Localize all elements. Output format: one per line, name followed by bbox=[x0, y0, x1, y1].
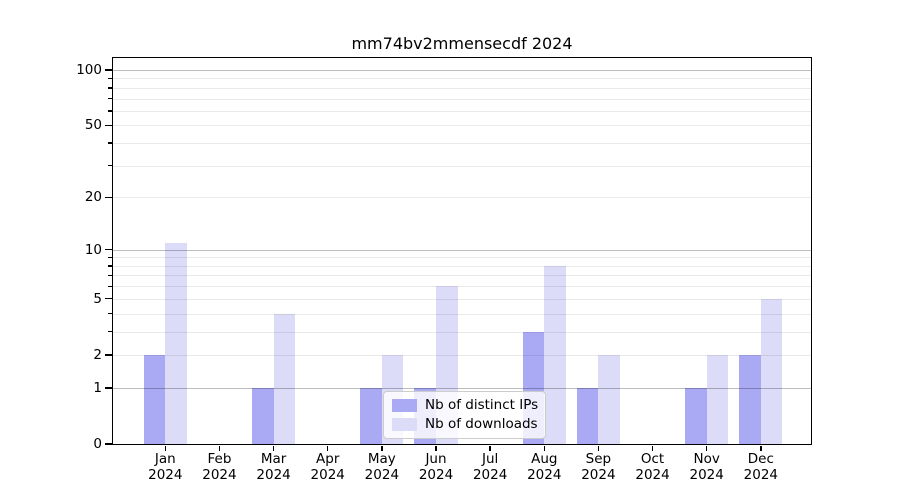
minor-gridline bbox=[113, 275, 811, 277]
y-tick-label: 1 bbox=[93, 379, 102, 396]
legend-swatch-distinct-ips-icon bbox=[392, 399, 417, 412]
bar-sep-2024-downloads bbox=[598, 354, 620, 444]
x-tick-label: Jun 2024 bbox=[418, 451, 454, 483]
x-tick-label: Jul 2024 bbox=[472, 451, 508, 483]
y-tick-mark bbox=[105, 443, 112, 445]
y-minor-tick-mark bbox=[108, 77, 112, 80]
minor-gridline bbox=[113, 87, 811, 89]
y-tick-mark bbox=[105, 354, 112, 356]
x-tick-label: Dec 2024 bbox=[743, 451, 778, 483]
y-minor-tick-mark bbox=[108, 256, 112, 259]
y-tick-label: 100 bbox=[76, 62, 102, 78]
legend-swatch-downloads-icon bbox=[392, 418, 417, 431]
x-tick-label: Aug 2024 bbox=[527, 451, 562, 483]
minor-gridline bbox=[113, 257, 811, 259]
y-tick-mark bbox=[105, 298, 112, 300]
minor-gridline bbox=[113, 125, 811, 127]
y-tick-label: 2 bbox=[93, 346, 102, 363]
y-minor-tick-mark bbox=[108, 110, 112, 112]
x-tick-mark bbox=[543, 445, 545, 451]
y-minor-tick-mark bbox=[108, 330, 112, 333]
minor-gridline bbox=[113, 110, 811, 112]
minor-gridline bbox=[113, 354, 811, 356]
y-tick-mark bbox=[105, 248, 112, 251]
y-tick-label: 0 bbox=[93, 436, 102, 452]
bar-mar-2024-downloads bbox=[273, 313, 296, 444]
x-tick-label: May 2024 bbox=[364, 451, 400, 483]
major-gridline bbox=[113, 70, 811, 72]
x-tick-label: Sep 2024 bbox=[581, 451, 616, 483]
y-minor-tick-mark bbox=[108, 274, 112, 277]
minor-gridline bbox=[113, 98, 811, 100]
minor-gridline bbox=[113, 78, 811, 80]
bar-mar-2024-distinct-ips bbox=[251, 387, 274, 444]
minor-gridline bbox=[113, 197, 811, 199]
x-tick-label: Feb 2024 bbox=[202, 451, 237, 483]
legend-row-downloads: Nb of downloads bbox=[392, 416, 538, 432]
x-tick-mark bbox=[706, 445, 708, 451]
chart-title: mm74bv2mmensecdf 2024 bbox=[351, 34, 573, 53]
plot-area: Nb of distinct IPs Nb of downloads bbox=[113, 58, 811, 444]
bar-aug-2024-downloads bbox=[544, 265, 566, 444]
y-tick-label: 10 bbox=[84, 241, 102, 258]
bar-dec-2024-downloads bbox=[760, 298, 783, 444]
y-tick-mark bbox=[105, 387, 112, 389]
x-tick-label: Jan 2024 bbox=[148, 451, 183, 483]
bar-jan-2024-downloads bbox=[165, 242, 187, 444]
minor-gridline bbox=[113, 265, 811, 267]
major-gridline bbox=[113, 249, 811, 251]
y-tick-mark bbox=[105, 196, 112, 198]
y-minor-tick-mark bbox=[108, 312, 112, 315]
bar-jan-2024-distinct-ips bbox=[143, 354, 166, 444]
bar-sep-2024-distinct-ips bbox=[576, 387, 599, 444]
x-tick-mark bbox=[164, 445, 166, 451]
bar-nov-2024-distinct-ips bbox=[685, 387, 707, 444]
minor-gridline bbox=[113, 331, 811, 333]
bar-dec-2024-distinct-ips bbox=[739, 354, 761, 444]
minor-gridline bbox=[113, 313, 811, 315]
x-tick-label: Oct 2024 bbox=[635, 451, 670, 483]
x-tick-mark bbox=[489, 445, 491, 451]
x-tick-mark bbox=[435, 445, 437, 451]
y-minor-tick-mark bbox=[108, 265, 112, 267]
x-tick-mark bbox=[272, 445, 275, 451]
y-tick-mark bbox=[105, 124, 112, 127]
y-tick-label: 50 bbox=[84, 117, 102, 134]
y-tick-label: 5 bbox=[93, 290, 102, 307]
x-tick-label: Apr 2024 bbox=[310, 451, 345, 483]
x-tick-mark bbox=[597, 445, 600, 451]
minor-gridline bbox=[113, 286, 811, 288]
legend: Nb of distinct IPs Nb of downloads bbox=[383, 391, 546, 439]
bar-nov-2024-downloads bbox=[706, 354, 729, 444]
bar-may-2024-distinct-ips bbox=[360, 387, 382, 444]
y-minor-tick-mark bbox=[108, 87, 112, 89]
legend-label-downloads: Nb of downloads bbox=[425, 416, 538, 432]
y-minor-tick-mark bbox=[108, 285, 112, 287]
x-tick-mark bbox=[327, 445, 329, 451]
x-tick-mark bbox=[760, 445, 762, 451]
x-tick-mark bbox=[381, 445, 383, 451]
legend-row-distinct-ips: Nb of distinct IPs bbox=[392, 397, 539, 413]
minor-gridline bbox=[113, 143, 811, 145]
y-minor-tick-mark bbox=[108, 142, 112, 144]
major-gridline bbox=[113, 387, 811, 390]
minor-gridline bbox=[113, 165, 811, 167]
y-tick-mark bbox=[105, 69, 112, 71]
x-tick-mark bbox=[218, 445, 221, 451]
y-tick-label: 20 bbox=[84, 189, 102, 206]
x-tick-label: Nov 2024 bbox=[689, 451, 724, 483]
x-tick-mark bbox=[651, 445, 654, 451]
minor-gridline bbox=[113, 298, 811, 300]
x-tick-label: Mar 2024 bbox=[256, 451, 291, 483]
legend-label-distinct-ips: Nb of distinct IPs bbox=[425, 397, 539, 413]
y-minor-tick-mark bbox=[108, 97, 112, 100]
y-minor-tick-mark bbox=[108, 165, 112, 167]
